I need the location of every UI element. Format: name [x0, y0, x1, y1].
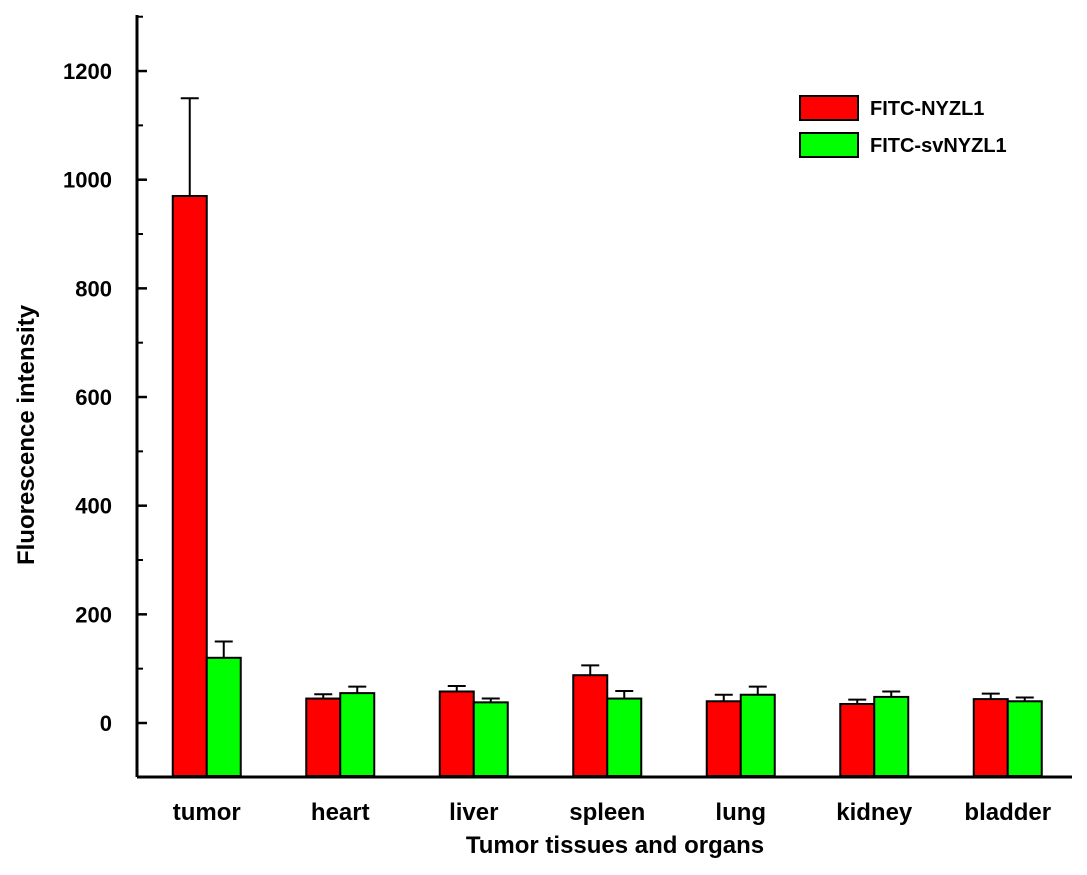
y-tick-label: 0: [100, 711, 112, 736]
bar-lung-fitc-nyzl1: [705, 700, 742, 778]
bar-kidney-fitc-nyzl1: [839, 702, 876, 777]
bar-tumor-fitc-nyzl1: [171, 194, 208, 777]
axes: [135, 15, 1072, 779]
x-axis-categories: tumor heart liver spleen lung kidney bladder: [173, 799, 1051, 826]
bar-tumor-fitc-svnyzl1: [205, 656, 242, 778]
bar-spleen-fitc-nyzl1: [572, 674, 609, 777]
category-label-tumor: tumor: [173, 799, 241, 826]
category-label-kidney: kidney: [836, 799, 913, 826]
bar-lung-fitc-svnyzl1: [739, 693, 776, 778]
bar-heart-fitc-nyzl1: [305, 697, 342, 778]
legend-label-fitc-nyzl1: FITC-NYZL1: [870, 98, 984, 120]
bar-kidney-fitc-svnyzl1: [873, 695, 910, 777]
y-tick-label: 600: [75, 385, 112, 410]
y-tick-label: 1000: [63, 168, 112, 193]
category-label-spleen: spleen: [569, 799, 645, 826]
y-tick-label: 800: [75, 276, 112, 301]
y-axis-ticks: 0 200 400 600 800 1000 1200: [63, 15, 147, 736]
bar-heart-fitc-svnyzl1: [339, 692, 376, 778]
bar-liver-fitc-nyzl1: [438, 690, 475, 777]
bar-bladder-fitc-svnyzl1: [1006, 700, 1043, 778]
category-label-liver: liver: [449, 799, 498, 826]
category-label-heart: heart: [311, 799, 370, 826]
y-tick-label: 200: [75, 602, 112, 627]
x-axis-title: Tumor tissues and organs: [466, 832, 764, 859]
legend-label-fitc-svnyzl1: FITC-svNYZL1: [870, 135, 1007, 157]
bars: [171, 97, 1043, 778]
y-axis-title: Fluorescence intensity: [13, 304, 40, 565]
y-tick-label: 1200: [63, 59, 112, 84]
bar-spleen-fitc-svnyzl1: [606, 697, 643, 778]
category-label-lung: lung: [715, 799, 766, 826]
legend-swatch-fitc-svnyzl1: [799, 132, 859, 158]
bar-liver-fitc-svnyzl1: [472, 701, 509, 778]
y-tick-label: 400: [75, 494, 112, 519]
legend: FITC-NYZL1 FITC-svNYZL1: [799, 95, 1007, 158]
bar-bladder-fitc-nyzl1: [972, 698, 1009, 777]
legend-swatch-fitc-nyzl1: [799, 95, 859, 121]
category-label-bladder: bladder: [964, 799, 1051, 826]
